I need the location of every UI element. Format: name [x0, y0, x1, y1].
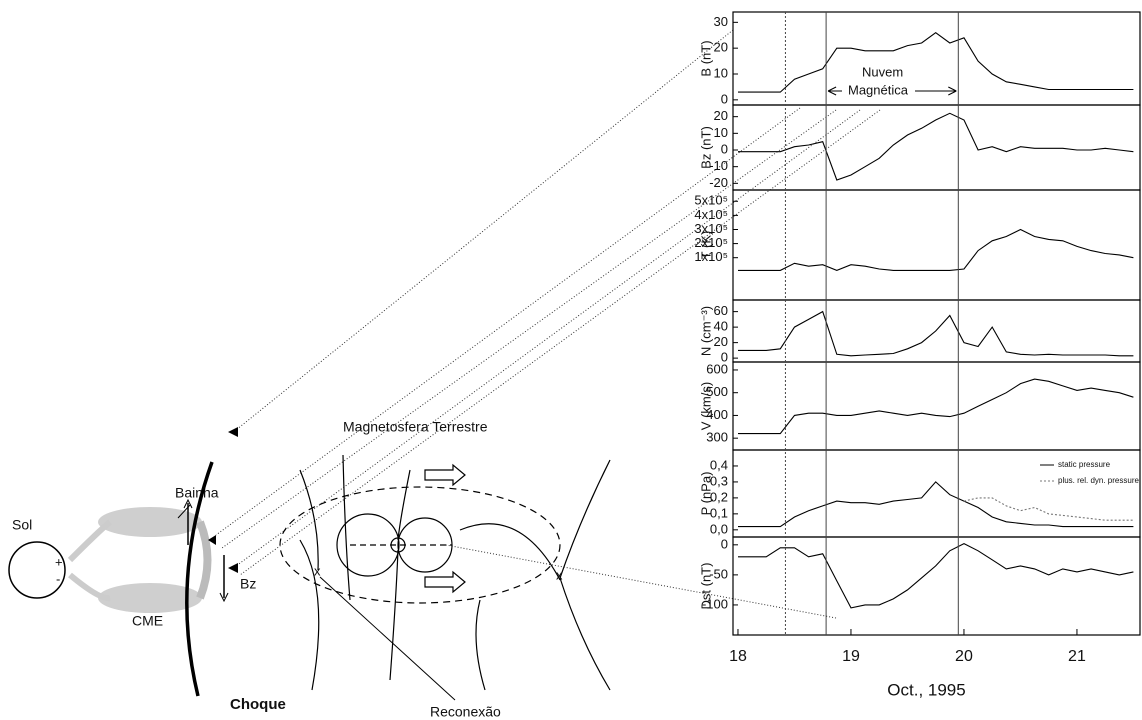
panel-frame: [732, 104, 1141, 191]
y-tick-label: -50: [709, 566, 728, 581]
y-axis-label: B (nT): [698, 40, 713, 76]
x-tick-label: 20: [955, 648, 973, 665]
y-tick-label: -20: [709, 175, 728, 190]
legend-label: static pressure: [1058, 460, 1111, 469]
x-point: x: [314, 563, 321, 578]
reconnection-label: Reconexão: [430, 704, 501, 720]
panel-frame: [732, 361, 1141, 451]
y-axis-label: T (K): [698, 231, 713, 260]
panel-frame: [732, 299, 1141, 363]
y-tick-label: 400: [706, 407, 728, 422]
cme-lobe: [98, 583, 202, 613]
y-tick-label: -100: [702, 596, 728, 611]
y-tick-label: 0,1: [710, 505, 728, 520]
y-tick-label: 10: [714, 65, 728, 80]
field-loop: [336, 513, 400, 577]
y-tick-label: 1x10⁵: [694, 249, 728, 264]
flow-arrows: [424, 463, 466, 594]
triangles: [208, 427, 238, 573]
cme-label: CME: [132, 613, 163, 629]
y-axis-label: Bz (nT): [698, 126, 713, 169]
y-tick-label: 5x10⁵: [694, 193, 728, 208]
y-tick-label: 600: [706, 361, 728, 376]
arrow-head: [219, 592, 229, 603]
panel-frame: [732, 536, 1141, 636]
y-tick-label: 0,2: [710, 489, 728, 504]
sun: [8, 541, 66, 599]
legend-label: plus. rel. dyn. pressure: [1058, 476, 1139, 485]
y-tick-label: 20: [714, 40, 728, 55]
connector: [235, 29, 734, 431]
bow-shock: [185, 461, 214, 697]
shock-label: Choque: [230, 696, 286, 713]
y-tick-label: 0: [721, 350, 728, 365]
magnetosphere-label: Magnetosfera Terrestre: [343, 419, 488, 435]
y-axis-label: N (cm⁻³): [698, 306, 713, 356]
series-line: [738, 310, 1134, 357]
y-tick-label: 20: [714, 108, 728, 123]
x-point: x: [556, 567, 563, 582]
connector: [445, 544, 837, 619]
y-tick-label: 2x10⁵: [694, 235, 728, 250]
arrow-head: [183, 498, 193, 509]
series-line: [963, 497, 1134, 521]
y-tick-label: 300: [706, 430, 728, 445]
series-line: [738, 378, 1134, 435]
y-axis-label: V (km/s): [698, 382, 713, 430]
connection-lines: [215, 29, 881, 619]
magnetosphere: Magnetosfera Terrestre x x Reconexão: [279, 419, 611, 720]
y-tick-label: 20: [714, 334, 728, 349]
y-tick-label: 0,4: [710, 457, 728, 472]
y-tick-label: -10: [709, 158, 728, 173]
sheath-label: Bainha: [175, 485, 219, 501]
y-tick-label: 60: [714, 303, 728, 318]
panel-frame: [732, 189, 1141, 301]
y-axis-label: Dst (nT): [698, 563, 713, 610]
y-tick-label: 0: [721, 91, 728, 106]
x-axis-label: Oct., 1995: [887, 680, 965, 699]
annotation-arrow: [827, 86, 957, 96]
y-tick-label: 0: [721, 536, 728, 551]
x-tick-label: 21: [1068, 648, 1086, 665]
y-tick-label: 500: [706, 384, 728, 399]
series-line: [738, 112, 1134, 181]
x-tick-label: 18: [729, 648, 747, 665]
plus-sign: +: [55, 554, 63, 569]
series-line: [738, 32, 1134, 93]
y-tick-label: 40: [714, 319, 728, 334]
connector: [221, 109, 837, 549]
magnetopause: [279, 486, 561, 604]
y-tick-label: 30: [714, 14, 728, 29]
field-lines: [299, 454, 611, 691]
x-tick-label: 19: [842, 648, 860, 665]
cme-lobe: [98, 507, 202, 537]
annotation: Magnética: [848, 82, 909, 97]
y-tick-label: 0,0: [710, 521, 728, 536]
y-tick-label: 0,3: [710, 473, 728, 488]
series-line: [738, 481, 1134, 528]
series-line: [738, 228, 1134, 271]
annotation: Nuvem: [862, 64, 903, 79]
sun-cme: Sol + - CME Bainha Bz Choque: [8, 427, 286, 713]
y-tick-label: 0: [721, 141, 728, 156]
cme-stream: [67, 519, 112, 602]
y-axis-label: P (nPa): [698, 472, 713, 516]
series-line: [738, 542, 1134, 609]
y-tick-label: 3x10⁵: [694, 221, 728, 236]
bz-label: Bz: [240, 576, 256, 592]
pointer: [319, 576, 456, 701]
y-tick-label: 10: [714, 125, 728, 140]
sun-label: Sol: [12, 517, 32, 533]
minus-sign: -: [56, 571, 60, 586]
connector: [215, 107, 801, 536]
y-tick-label: 4x10⁵: [694, 207, 728, 222]
cme-front: [196, 520, 212, 600]
